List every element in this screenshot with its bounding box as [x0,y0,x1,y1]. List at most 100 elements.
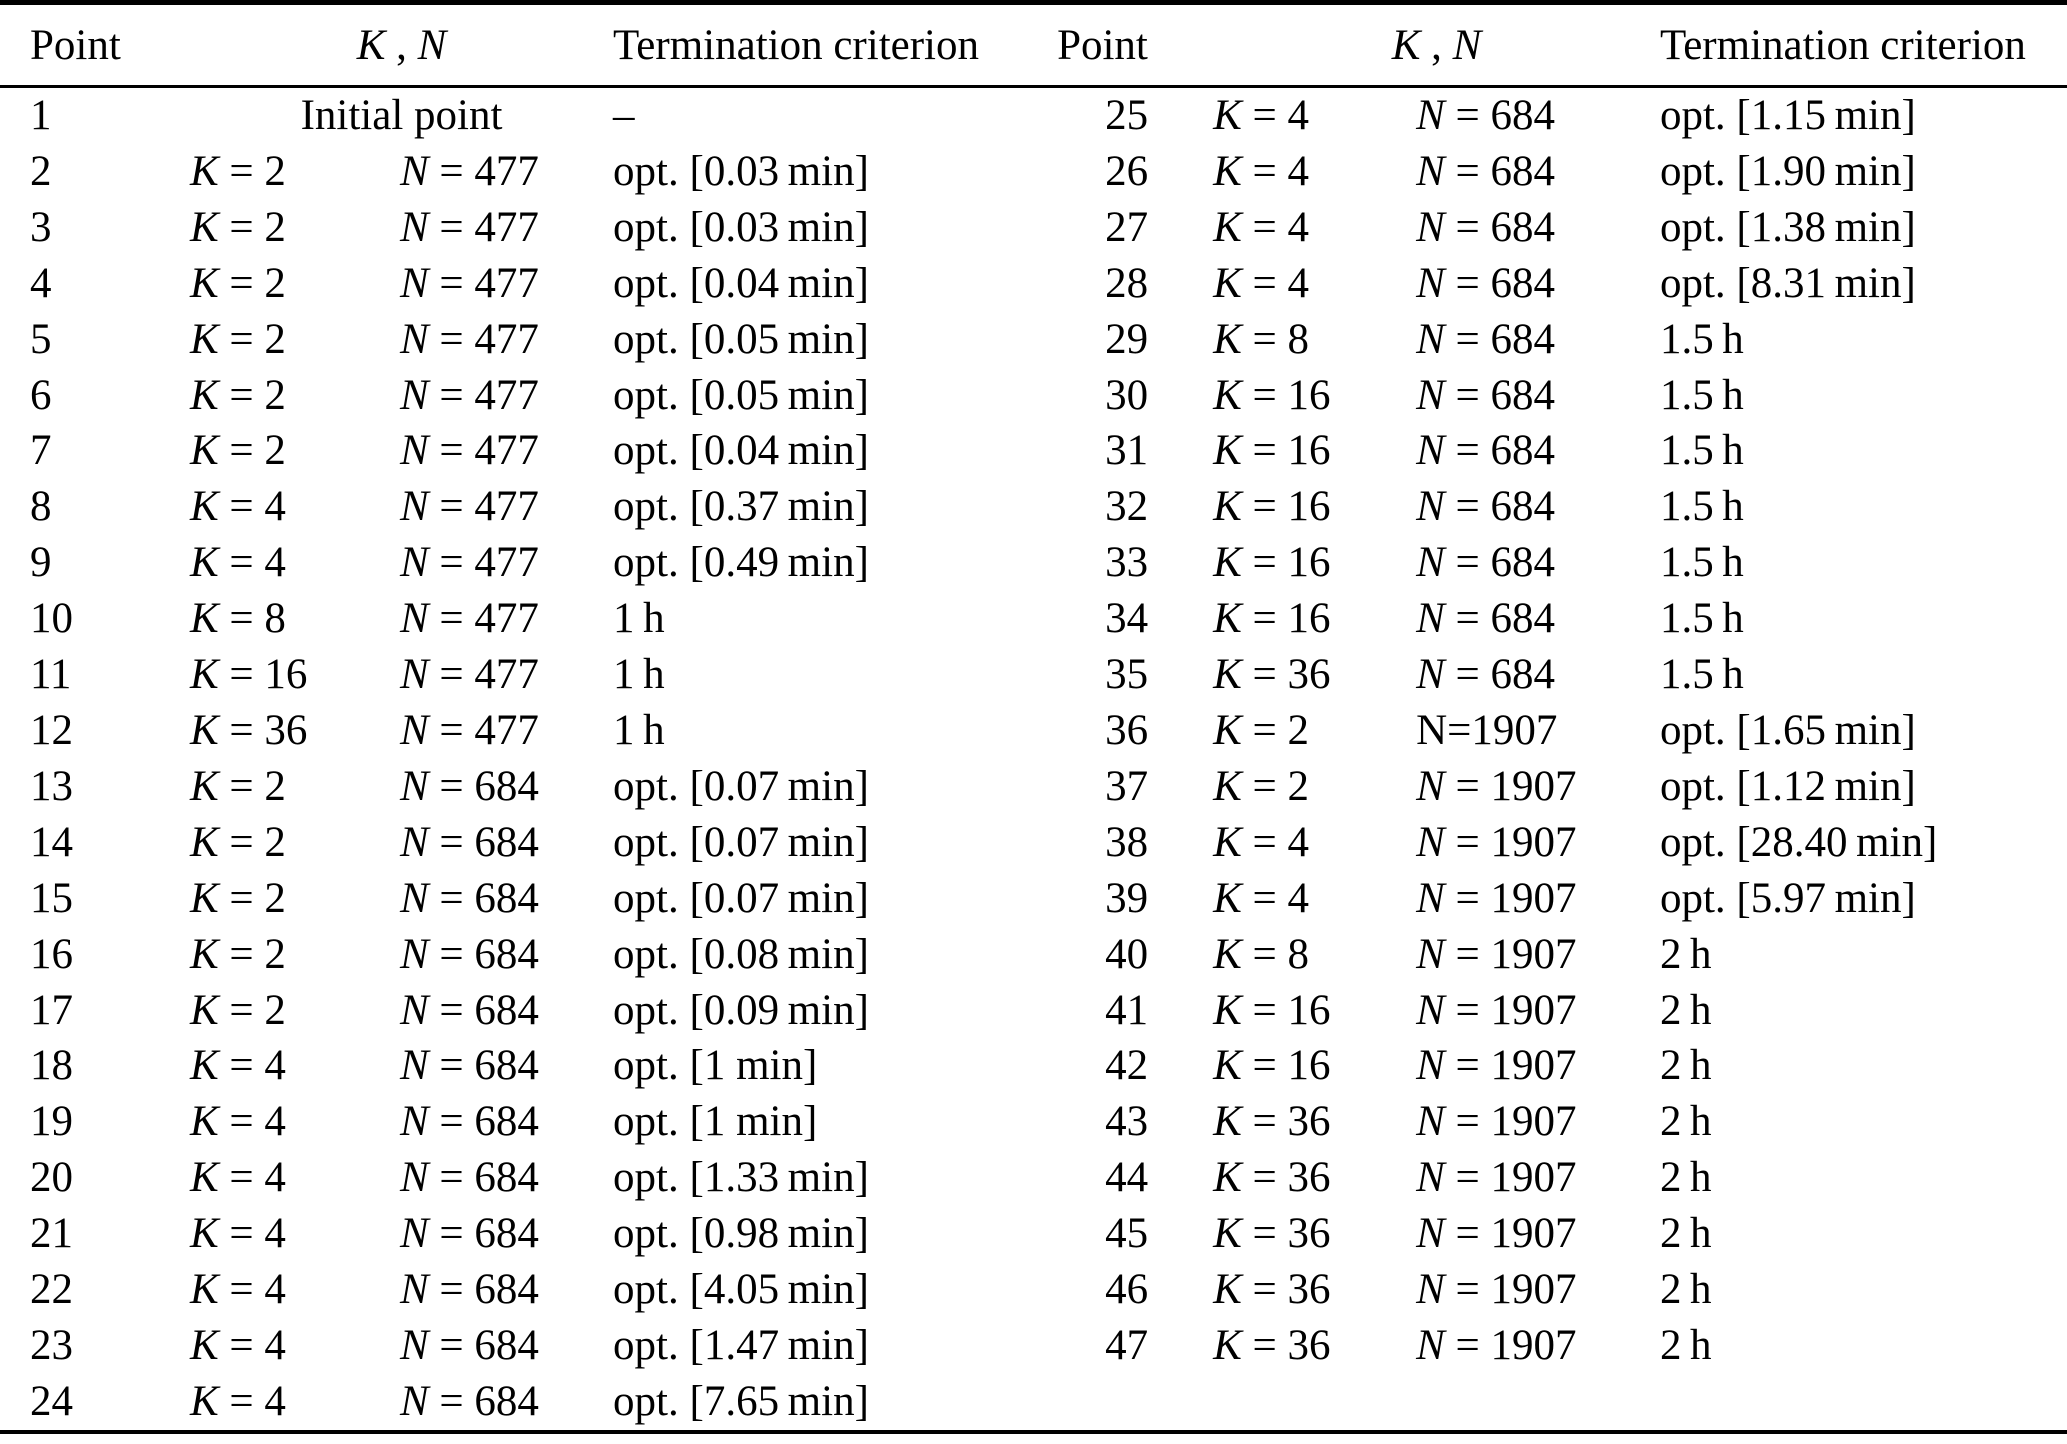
k-cell: K = 16 [1213,371,1331,419]
col-header-termination-right: Termination criterion [1659,2,2067,88]
k-symbol: K [1213,874,1242,922]
point-cell: 40 [1105,930,1149,978]
header-row: Point K , N Termination criterion Point … [0,2,2067,88]
n-cell: N = 477 [399,483,539,531]
k-symbol: K [189,986,219,1034]
termination-cell [1660,1374,2067,1432]
k-symbol: K [189,427,219,475]
k-symbol: K [189,259,219,307]
k-cell: K = 36 [1213,1266,1331,1314]
point-cell: 14 [30,818,73,866]
table-row: 9 K = 4 N = 477 opt. [0.49 min] 33 K = 16 N = … [0,535,2067,591]
n-cell: N = 1907 [1416,874,1577,922]
k-cell: K = 16 [1213,539,1331,587]
k-symbol: K [1213,1098,1242,1146]
n-symbol: N [1416,315,1445,363]
k-cell: K = 4 [189,483,286,531]
point-cell: 46 [1105,1266,1149,1314]
kn-separator: , [385,21,418,69]
n-symbol: N [1416,874,1445,922]
n-symbol: N [399,1154,429,1202]
k-cell: K = 2 [189,427,286,475]
termination-cell: opt. [0.03 min] [613,147,869,195]
k-symbol: K [1213,539,1242,587]
k-cell: K = 2 [189,315,286,363]
k-cell: K = 4 [189,539,286,587]
termination-cell: opt. [7.65 min] [613,1377,869,1425]
n-cell [1416,1374,1660,1432]
k-symbol: K [189,818,219,866]
k-symbol: K [1213,147,1242,195]
k-symbol: K [189,1042,219,1090]
k-cell [1213,1374,1416,1432]
point-cell: 18 [30,1042,73,1090]
k-cell: K = 4 [189,1042,286,1090]
n-cell: N = 684 [1416,371,1556,419]
n-cell: N = 477 [399,706,539,754]
termination-cell: opt. [0.07 min] [613,818,869,866]
point-cell: 19 [30,1098,73,1146]
k-symbol: K [189,1266,219,1314]
n-cell: N = 684 [399,1321,539,1369]
n-cell: N = 477 [399,595,539,643]
k-symbol: K [1213,818,1242,866]
termination-cell: 1.5 h [1659,595,1744,643]
n-cell: N = 684 [399,818,539,866]
table-row: 4 K = 2 N = 477 opt. [0.04 min] 28 K = 4 N = 6… [0,256,2067,312]
k-cell: K = 8 [189,595,286,643]
n-cell: N = 477 [399,651,539,699]
k-symbol: K [1213,1154,1242,1202]
n-symbol: N [399,1210,429,1258]
point-cell: 33 [1105,539,1149,587]
termination-cell: 1.5 h [1659,315,1744,363]
k-cell: K = 36 [1213,1154,1331,1202]
k-symbol: K [1391,21,1421,69]
n-cell: N = 684 [399,762,539,810]
point-cell: 5 [30,315,52,363]
k-symbol: K [1213,259,1242,307]
n-cell: N = 477 [399,315,539,363]
k-cell: K = 36 [1213,1321,1331,1369]
n-symbol: N [399,818,429,866]
n-cell: N = 684 [399,1098,539,1146]
termination-cell: 1 h [613,706,665,754]
termination-cell: – [613,92,635,139]
point-cell: 34 [1105,595,1149,643]
point-cell: 42 [1105,1042,1149,1090]
table-row: 19 K = 4 N = 684 opt. [1 min] 43 K = 36 N = 19… [0,1094,2067,1150]
n-cell: N=1907 [1416,706,1558,754]
k-cell: K = 16 [1213,483,1331,531]
termination-cell: opt. [0.04 min] [613,259,869,307]
point-cell: 20 [30,1154,73,1202]
point-cell: 43 [1105,1098,1149,1146]
k-cell: K = 2 [1213,762,1310,810]
point-cell: 23 [30,1321,73,1369]
k-cell: K = 4 [1213,203,1310,251]
n-symbol: N [1416,1321,1445,1369]
termination-cell: 1 h [613,595,665,643]
n-symbol: N [1416,539,1445,587]
k-symbol: K [1213,1321,1242,1369]
col-header-point-right: Point [1033,2,1214,88]
table-row: 7 K = 2 N = 477 opt. [0.04 min] 31 K = 16 N = … [0,423,2067,479]
termination-cell: opt. [0.07 min] [613,874,869,922]
k-cell: K = 16 [1213,986,1331,1034]
n-symbol: N [1416,986,1445,1034]
k-symbol: K [1213,203,1242,251]
point-cell: 1 [30,92,52,139]
k-symbol: K [189,315,219,363]
k-cell: K = 2 [189,986,286,1034]
table-row: 3 K = 2 N = 477 opt. [0.03 min] 27 K = 4 N = 6… [0,200,2067,256]
table-row: 22 K = 4 N = 684 opt. [4.05 min] 46 K = 36 N =… [0,1262,2067,1318]
kn-separator: , [1420,21,1453,69]
n-symbol: N [1416,595,1445,643]
n-symbol: N [1416,483,1445,531]
n-cell: N = 477 [399,539,539,587]
n-cell: N = 477 [399,147,539,195]
termination-cell: 2 h [1659,1266,1712,1314]
n-cell: N = 477 [399,427,539,475]
point-cell: 38 [1105,818,1149,866]
n-cell: N = 1907 [1416,1154,1577,1202]
col-header-kn-left: K , N [189,2,614,88]
k-cell: K = 16 [1213,1042,1331,1090]
